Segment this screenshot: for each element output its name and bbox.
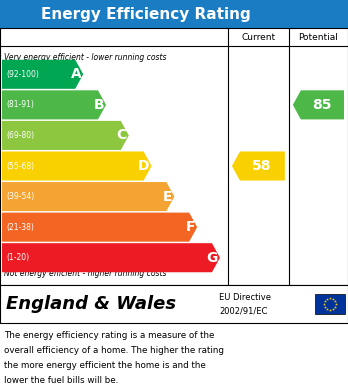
- Text: G: G: [207, 251, 218, 265]
- Text: A: A: [71, 67, 81, 81]
- Text: lower the fuel bills will be.: lower the fuel bills will be.: [4, 376, 118, 385]
- Text: the more energy efficient the home is and the: the more energy efficient the home is an…: [4, 361, 206, 370]
- Text: E: E: [163, 190, 172, 204]
- Text: C: C: [117, 128, 127, 142]
- Polygon shape: [2, 90, 106, 119]
- Text: England & Wales: England & Wales: [6, 295, 176, 313]
- Text: overall efficiency of a home. The higher the rating: overall efficiency of a home. The higher…: [4, 346, 224, 355]
- Text: B: B: [93, 98, 104, 112]
- Text: (92-100): (92-100): [6, 70, 39, 79]
- Bar: [0, 28, 348, 285]
- Text: (69-80): (69-80): [6, 131, 34, 140]
- Text: (81-91): (81-91): [6, 100, 34, 109]
- Bar: [0, 285, 348, 323]
- Polygon shape: [2, 121, 129, 150]
- Text: F: F: [186, 220, 195, 234]
- Polygon shape: [2, 243, 220, 272]
- Text: Energy Efficiency Rating: Energy Efficiency Rating: [41, 7, 251, 22]
- Text: Not energy efficient - higher running costs: Not energy efficient - higher running co…: [4, 269, 166, 278]
- Text: (55-68): (55-68): [6, 161, 34, 170]
- Polygon shape: [2, 60, 83, 89]
- Bar: [315, 294, 345, 314]
- Text: The energy efficiency rating is a measure of the: The energy efficiency rating is a measur…: [4, 330, 214, 340]
- Text: (1-20): (1-20): [6, 253, 29, 262]
- Polygon shape: [2, 151, 152, 181]
- Text: D: D: [138, 159, 150, 173]
- Text: Current: Current: [241, 32, 276, 41]
- Text: Very energy efficient - lower running costs: Very energy efficient - lower running co…: [4, 53, 166, 62]
- Polygon shape: [293, 90, 344, 119]
- Text: (39-54): (39-54): [6, 192, 34, 201]
- Polygon shape: [2, 182, 174, 211]
- Polygon shape: [2, 213, 197, 242]
- Text: 58: 58: [252, 159, 271, 173]
- Text: EU Directive: EU Directive: [219, 292, 271, 302]
- Polygon shape: [232, 151, 285, 181]
- Text: Potential: Potential: [299, 32, 338, 41]
- Text: 85: 85: [312, 98, 331, 112]
- Text: (21-38): (21-38): [6, 222, 34, 231]
- Text: 2002/91/EC: 2002/91/EC: [219, 306, 268, 315]
- Bar: [0, 0, 348, 28]
